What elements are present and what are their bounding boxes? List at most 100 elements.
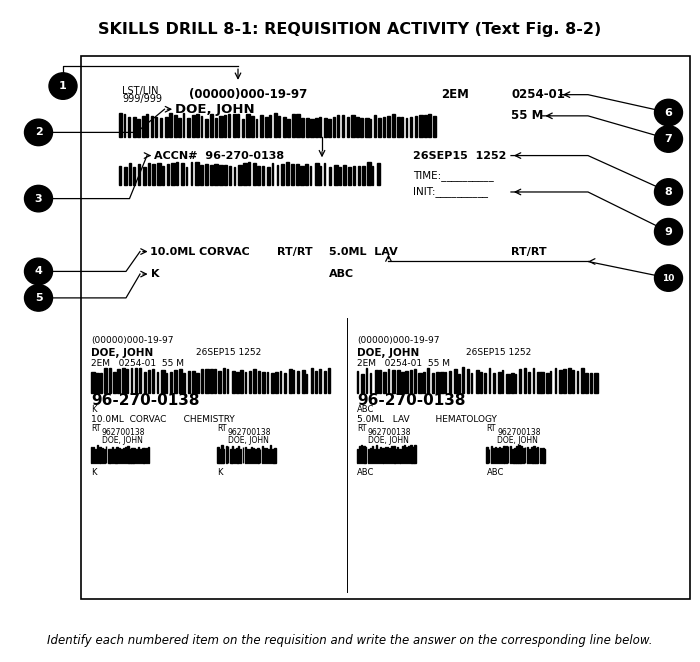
Bar (463, 367, 464, 393)
Bar (233, 115, 236, 137)
Bar (119, 113, 122, 137)
Bar (395, 449, 396, 463)
Text: K: K (91, 467, 97, 477)
Bar (99, 448, 101, 463)
Bar (368, 162, 371, 185)
Text: 26SEP15 1252: 26SEP15 1252 (196, 348, 261, 357)
Bar (148, 164, 150, 185)
Bar (268, 449, 270, 463)
Text: 10.0ML  CORVAC      CHEMISTRY: 10.0ML CORVAC CHEMISTRY (91, 414, 234, 424)
Bar (230, 449, 232, 463)
Bar (400, 449, 401, 463)
Bar (114, 449, 116, 463)
Text: RT/RT: RT/RT (511, 246, 547, 257)
Bar (328, 119, 330, 137)
Bar (360, 118, 363, 137)
Bar (502, 370, 503, 393)
Bar (214, 369, 216, 393)
Bar (310, 118, 314, 137)
Bar (319, 117, 321, 137)
Bar (419, 115, 423, 137)
Bar (162, 166, 164, 185)
Bar (144, 448, 145, 463)
Circle shape (49, 73, 77, 99)
Bar (374, 370, 378, 393)
Text: 9: 9 (664, 226, 673, 237)
Bar (223, 368, 225, 393)
Bar (166, 373, 167, 393)
Bar (589, 373, 592, 393)
Bar (130, 368, 132, 393)
Bar (190, 162, 192, 185)
Bar (392, 114, 395, 137)
Text: 962700138: 962700138 (102, 428, 145, 437)
Text: 10: 10 (662, 273, 675, 283)
Bar (427, 368, 428, 393)
Bar (358, 166, 360, 185)
Bar (258, 371, 260, 393)
Bar (404, 445, 405, 463)
Bar (365, 118, 369, 137)
Bar (510, 446, 511, 463)
Bar (386, 447, 389, 463)
Circle shape (654, 179, 682, 205)
Circle shape (654, 99, 682, 126)
Bar (197, 373, 199, 393)
Bar (251, 117, 255, 137)
Text: 2EM: 2EM (441, 88, 469, 101)
Bar (531, 448, 533, 463)
Bar (293, 370, 294, 393)
Bar (249, 449, 251, 463)
Bar (383, 117, 385, 137)
Bar (337, 115, 339, 137)
Bar (221, 445, 223, 463)
Bar (301, 118, 304, 137)
Text: 3: 3 (35, 193, 42, 204)
Bar (137, 119, 140, 137)
Text: 0254-01: 0254-01 (511, 88, 565, 101)
Text: 55 M: 55 M (511, 109, 543, 122)
Bar (384, 447, 386, 463)
Bar (376, 446, 377, 463)
Circle shape (25, 119, 52, 146)
Text: DOE, JOHN: DOE, JOHN (175, 103, 255, 116)
Bar (324, 118, 327, 137)
Bar (542, 448, 543, 463)
Bar (475, 370, 479, 393)
Bar (246, 114, 250, 137)
Bar (357, 449, 358, 463)
Text: DOE, JOHN: DOE, JOHN (357, 348, 419, 358)
Bar (119, 166, 121, 185)
Bar (174, 115, 177, 137)
Bar (219, 449, 220, 463)
Bar (135, 368, 136, 393)
Text: ABC: ABC (486, 467, 504, 477)
Bar (95, 449, 97, 463)
Bar (319, 369, 321, 393)
Bar (449, 371, 452, 393)
Text: 5.0ML   LAV         HEMATOLOGY: 5.0ML LAV HEMATOLOGY (357, 414, 497, 424)
Bar (118, 369, 120, 393)
Bar (392, 371, 395, 393)
Text: 4: 4 (34, 266, 43, 277)
Bar (377, 163, 379, 185)
Bar (200, 165, 203, 185)
Bar (342, 115, 344, 137)
Bar (334, 165, 338, 185)
Bar (153, 369, 155, 393)
Bar (251, 448, 253, 463)
Text: DOE, JOHN: DOE, JOHN (91, 348, 153, 358)
Text: RT: RT (91, 424, 101, 433)
Bar (219, 165, 223, 185)
Text: ABC: ABC (329, 269, 354, 279)
Bar (412, 448, 414, 463)
Bar (256, 119, 258, 137)
Circle shape (654, 265, 682, 291)
Bar (544, 449, 545, 463)
Bar (529, 449, 531, 463)
Bar (495, 448, 496, 463)
Bar (319, 166, 321, 185)
Bar (372, 166, 373, 185)
Bar (374, 449, 375, 463)
Bar (153, 164, 155, 185)
